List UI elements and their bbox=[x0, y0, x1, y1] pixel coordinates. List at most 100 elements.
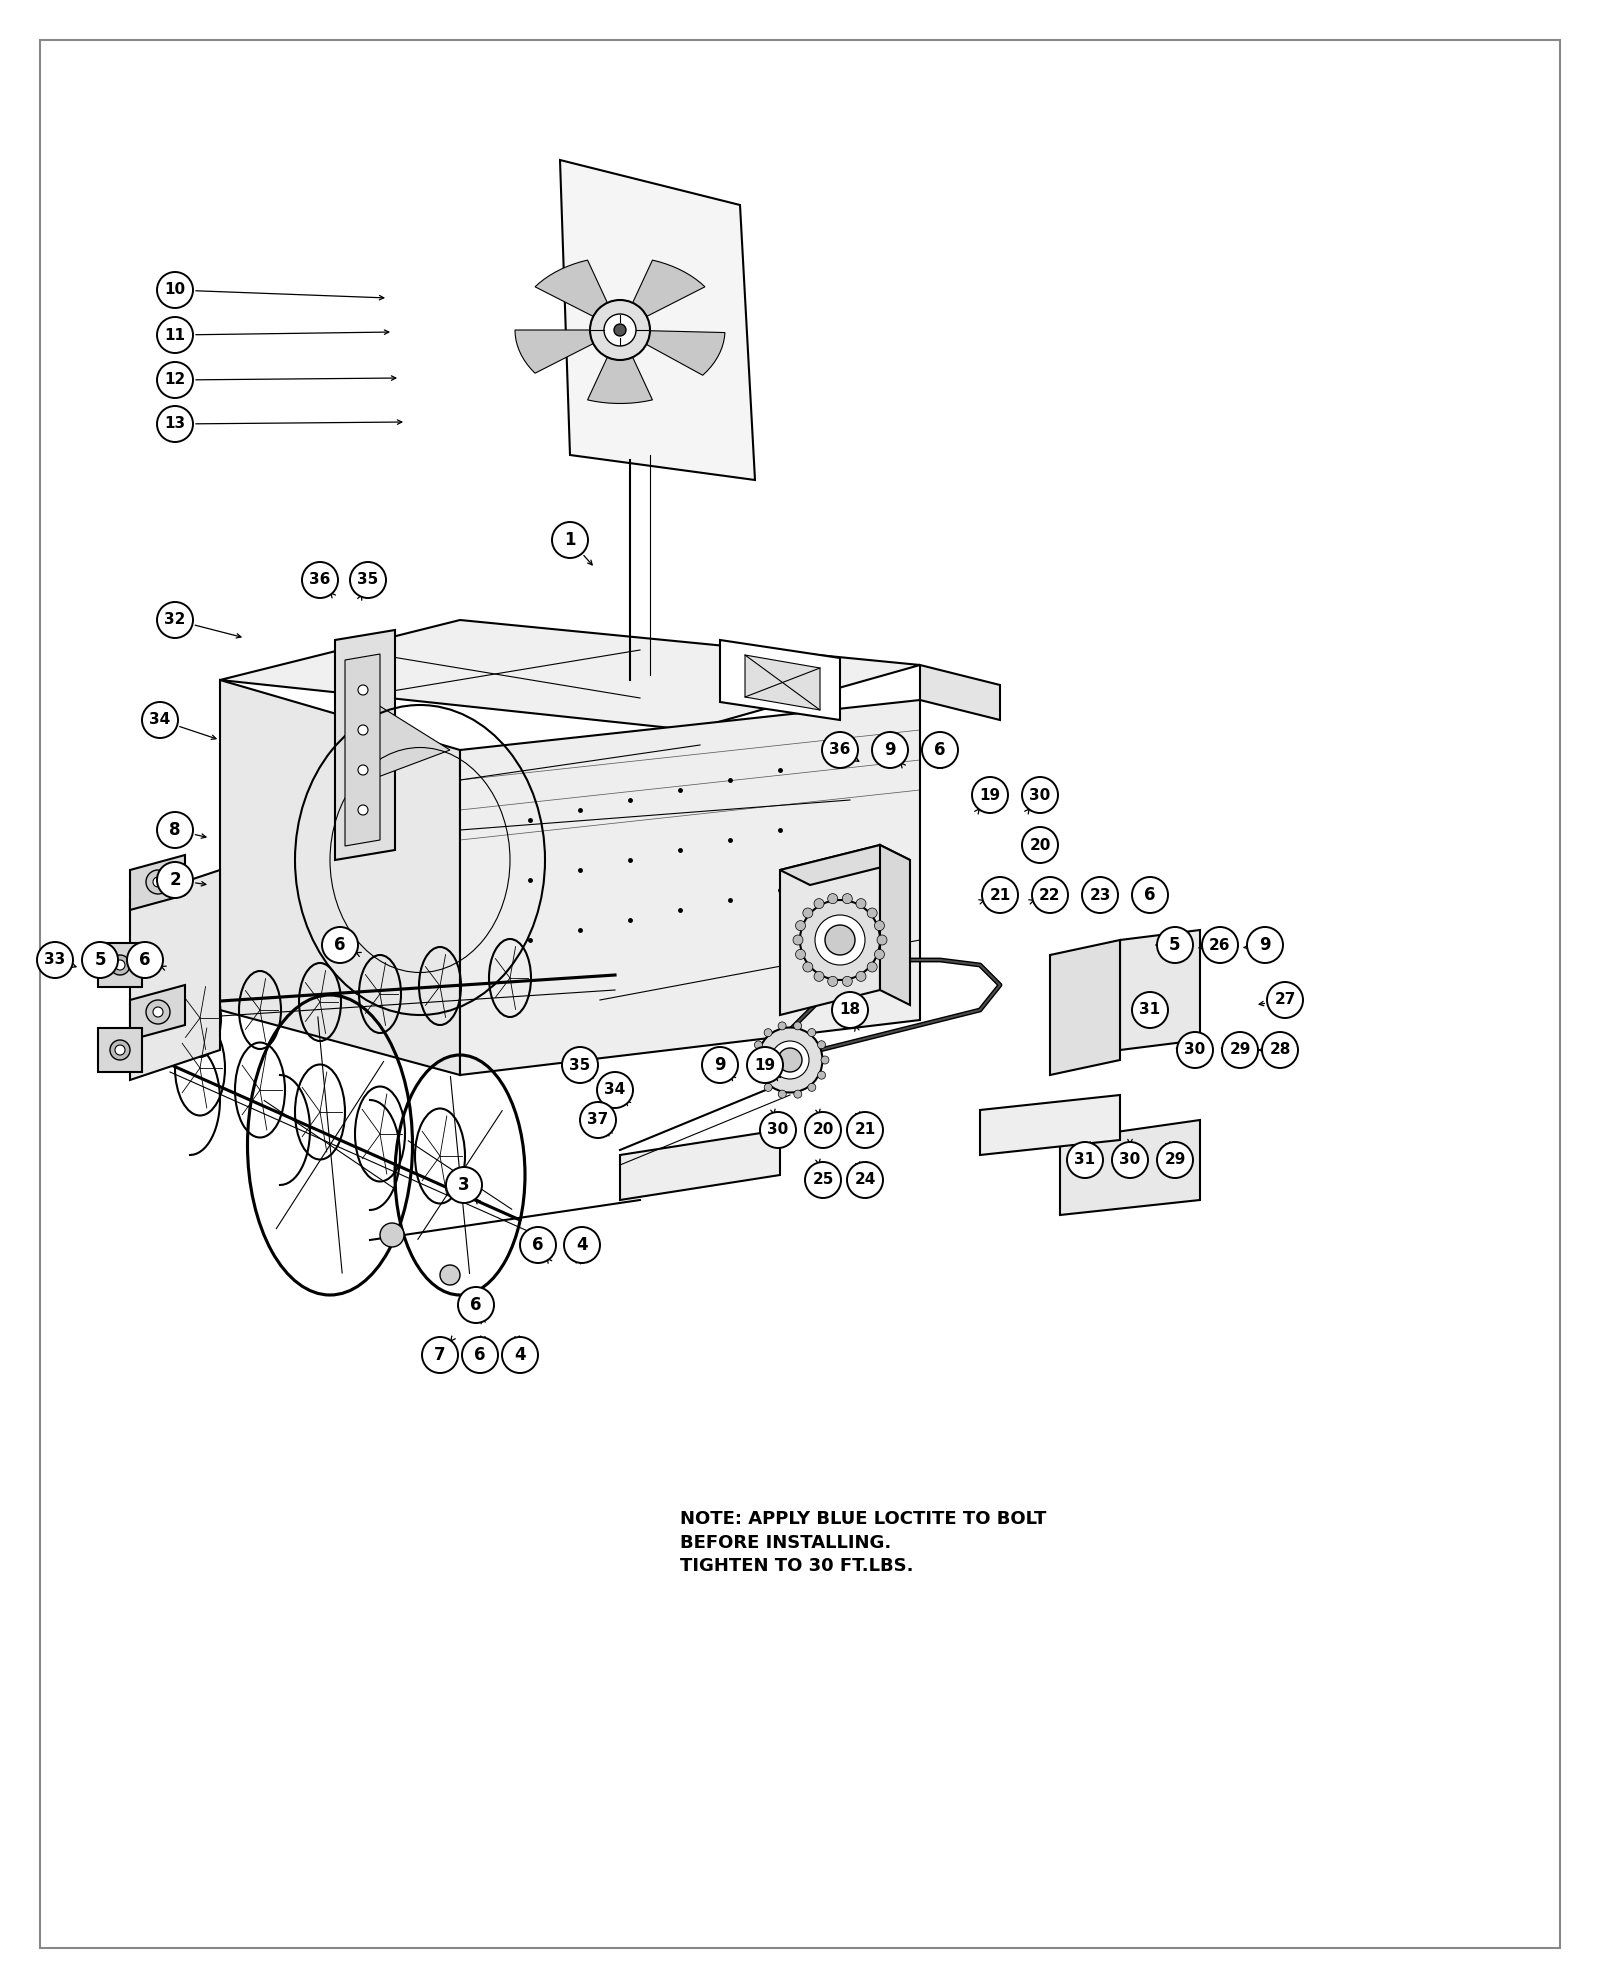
Circle shape bbox=[1222, 1032, 1258, 1068]
Circle shape bbox=[1022, 777, 1058, 813]
Text: 36: 36 bbox=[309, 573, 331, 588]
Circle shape bbox=[563, 1227, 600, 1262]
Ellipse shape bbox=[814, 914, 866, 964]
Polygon shape bbox=[587, 348, 653, 404]
Text: 35: 35 bbox=[570, 1058, 590, 1072]
Circle shape bbox=[614, 324, 626, 336]
Circle shape bbox=[875, 950, 885, 960]
Text: 8: 8 bbox=[170, 821, 181, 839]
Circle shape bbox=[146, 871, 170, 895]
Text: 6: 6 bbox=[474, 1346, 486, 1364]
Text: 18: 18 bbox=[840, 1002, 861, 1018]
Bar bbox=[98, 942, 142, 986]
Text: 6: 6 bbox=[470, 1296, 482, 1314]
Circle shape bbox=[867, 909, 877, 918]
Circle shape bbox=[1032, 877, 1069, 912]
Text: 5: 5 bbox=[1170, 936, 1181, 954]
Circle shape bbox=[822, 732, 858, 767]
Circle shape bbox=[818, 1040, 826, 1050]
Text: 13: 13 bbox=[165, 417, 186, 431]
Circle shape bbox=[805, 1163, 842, 1199]
Text: 28: 28 bbox=[1269, 1042, 1291, 1058]
Circle shape bbox=[778, 1048, 802, 1072]
Text: 34: 34 bbox=[149, 712, 171, 728]
Polygon shape bbox=[920, 666, 1000, 720]
Circle shape bbox=[832, 992, 867, 1028]
Text: 34: 34 bbox=[605, 1083, 626, 1097]
Circle shape bbox=[552, 523, 589, 559]
Circle shape bbox=[826, 924, 854, 954]
Text: 9: 9 bbox=[885, 742, 896, 759]
Circle shape bbox=[842, 976, 853, 986]
Circle shape bbox=[875, 920, 885, 930]
Text: 32: 32 bbox=[165, 612, 186, 628]
Polygon shape bbox=[880, 845, 910, 1006]
Circle shape bbox=[157, 406, 194, 441]
Text: NOTE: APPLY BLUE LOCTITE TO BOLT
BEFORE INSTALLING.
TIGHTEN TO 30 FT.LBS.: NOTE: APPLY BLUE LOCTITE TO BOLT BEFORE … bbox=[680, 1511, 1046, 1574]
Circle shape bbox=[358, 805, 368, 815]
Text: 30: 30 bbox=[1120, 1153, 1141, 1167]
Polygon shape bbox=[642, 330, 725, 376]
Circle shape bbox=[302, 563, 338, 598]
Circle shape bbox=[37, 942, 74, 978]
Circle shape bbox=[755, 1072, 763, 1079]
Polygon shape bbox=[334, 630, 395, 861]
Circle shape bbox=[1157, 1141, 1194, 1179]
Bar bbox=[98, 1028, 142, 1072]
Circle shape bbox=[110, 954, 130, 974]
Polygon shape bbox=[1050, 940, 1120, 1076]
Circle shape bbox=[462, 1338, 498, 1374]
Circle shape bbox=[322, 926, 358, 962]
Circle shape bbox=[1082, 877, 1118, 912]
Polygon shape bbox=[979, 1095, 1120, 1155]
Text: 20: 20 bbox=[813, 1123, 834, 1137]
Polygon shape bbox=[1120, 930, 1200, 1050]
Text: 4: 4 bbox=[514, 1346, 526, 1364]
Text: 31: 31 bbox=[1139, 1002, 1160, 1018]
Polygon shape bbox=[370, 700, 450, 779]
Circle shape bbox=[750, 1056, 758, 1064]
Polygon shape bbox=[1059, 1119, 1200, 1215]
Circle shape bbox=[110, 1040, 130, 1060]
Circle shape bbox=[1178, 1032, 1213, 1068]
Text: 36: 36 bbox=[829, 742, 851, 757]
Circle shape bbox=[562, 1048, 598, 1083]
Text: 33: 33 bbox=[45, 952, 66, 968]
Circle shape bbox=[846, 1111, 883, 1147]
Circle shape bbox=[1267, 982, 1302, 1018]
Polygon shape bbox=[720, 640, 840, 720]
Text: 21: 21 bbox=[854, 1123, 875, 1137]
Polygon shape bbox=[221, 680, 461, 1076]
Circle shape bbox=[358, 686, 368, 696]
Text: 19: 19 bbox=[979, 787, 1000, 803]
Circle shape bbox=[1246, 926, 1283, 962]
Circle shape bbox=[846, 1163, 883, 1199]
Circle shape bbox=[842, 895, 853, 905]
Text: 6: 6 bbox=[533, 1237, 544, 1254]
Circle shape bbox=[1133, 877, 1168, 912]
Circle shape bbox=[765, 1028, 773, 1036]
Circle shape bbox=[154, 877, 163, 887]
Text: 7: 7 bbox=[434, 1346, 446, 1364]
Text: 29: 29 bbox=[1165, 1153, 1186, 1167]
Circle shape bbox=[827, 976, 838, 986]
Circle shape bbox=[755, 1042, 763, 1050]
Circle shape bbox=[795, 920, 805, 930]
Circle shape bbox=[502, 1338, 538, 1374]
Circle shape bbox=[765, 1083, 773, 1091]
Text: 24: 24 bbox=[854, 1173, 875, 1187]
Text: 12: 12 bbox=[165, 372, 186, 388]
Text: 30: 30 bbox=[1184, 1042, 1206, 1058]
Polygon shape bbox=[746, 654, 819, 710]
Text: 5: 5 bbox=[94, 950, 106, 968]
Circle shape bbox=[146, 1000, 170, 1024]
Circle shape bbox=[814, 972, 824, 982]
Circle shape bbox=[605, 314, 637, 346]
Text: 27: 27 bbox=[1274, 992, 1296, 1008]
Circle shape bbox=[422, 1338, 458, 1374]
Text: 9: 9 bbox=[714, 1056, 726, 1074]
Circle shape bbox=[126, 942, 163, 978]
Circle shape bbox=[795, 950, 805, 960]
Circle shape bbox=[760, 1111, 797, 1147]
Polygon shape bbox=[534, 260, 611, 318]
